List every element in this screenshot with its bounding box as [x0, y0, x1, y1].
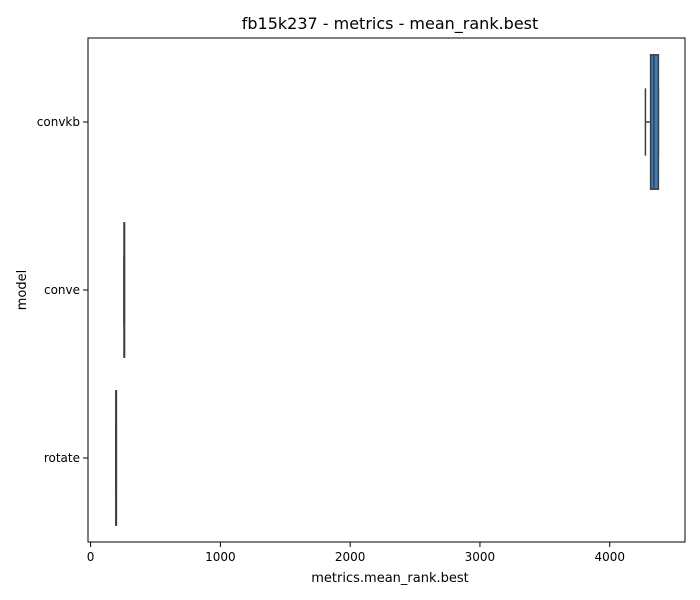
- chart-title: fb15k237 - metrics - mean_rank.best: [242, 14, 539, 34]
- x-tick-label: 3000: [465, 550, 496, 564]
- box-convkb: [644, 54, 660, 190]
- y-tick-label: rotate: [44, 451, 80, 465]
- y-axis-label: model: [15, 270, 30, 310]
- y-axis: convkb conve rotate: [37, 115, 88, 465]
- plot-frame: [87, 37, 686, 543]
- x-tick-label: 0: [87, 550, 95, 564]
- x-axis: 0 1000 2000 3000 4000: [87, 542, 625, 564]
- x-tick-label: 4000: [594, 550, 625, 564]
- x-tick-label: 1000: [205, 550, 236, 564]
- box-conve: [123, 222, 126, 358]
- box-rotate: [115, 390, 118, 526]
- y-tick-label: convkb: [37, 115, 80, 129]
- x-tick-label: 2000: [335, 550, 366, 564]
- y-tick-label: conve: [44, 283, 80, 297]
- box-plots: [115, 54, 660, 526]
- x-axis-label: metrics.mean_rank.best: [311, 571, 468, 586]
